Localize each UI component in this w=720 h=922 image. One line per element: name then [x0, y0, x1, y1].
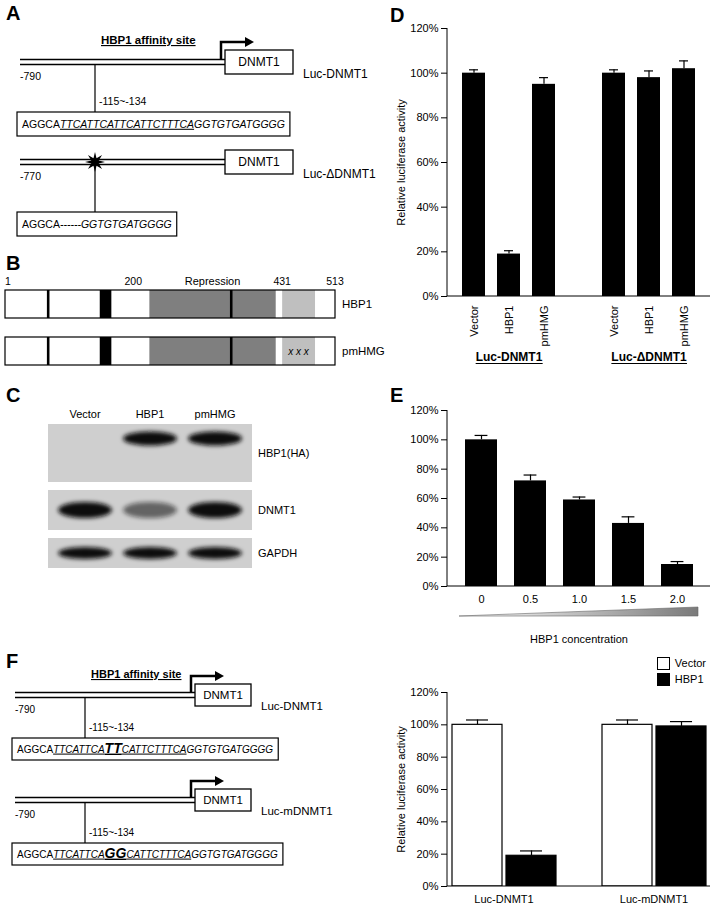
svg-text:Luc-DNMT1: Luc-DNMT1	[474, 893, 533, 905]
svg-text:0.5: 0.5	[523, 593, 538, 605]
svg-text:AGGCA------GGTGTGATGGGG: AGGCA------GGTGTGATGGGG	[22, 218, 172, 230]
svg-text:Relative luciferase activity: Relative luciferase activity	[395, 726, 407, 853]
svg-text:431: 431	[273, 275, 291, 287]
svg-text:120%: 120%	[410, 686, 438, 698]
html-text:Vector: Vector	[674, 657, 706, 669]
svg-text:20%: 20%	[416, 848, 438, 860]
svg-text:Vector: Vector	[69, 408, 101, 420]
svg-text:pmHMG: pmHMG	[195, 408, 236, 420]
svg-text:Relative luciferase activity: Relative luciferase activity	[395, 99, 407, 226]
svg-text:Vector: Vector	[608, 305, 620, 337]
svg-text:Luc-DNMT1: Luc-DNMT1	[261, 700, 323, 712]
svg-text:20%: 20%	[416, 245, 438, 257]
svg-text:80%: 80%	[416, 463, 438, 475]
svg-text:100%: 100%	[410, 718, 438, 730]
svg-text:x x x: x x x	[287, 346, 310, 357]
svg-text:DNMT1: DNMT1	[203, 689, 243, 701]
svg-text:DNMT1: DNMT1	[238, 55, 280, 69]
svg-text:120%: 120%	[410, 404, 438, 416]
svg-text:80%: 80%	[416, 751, 438, 763]
svg-text:100%: 100%	[410, 433, 438, 445]
svg-text:DNMT1: DNMT1	[238, 155, 280, 169]
svg-text:1.5: 1.5	[621, 593, 636, 605]
svg-text:pmHMG: pmHMG	[538, 306, 550, 347]
svg-text:F: F	[6, 650, 18, 672]
svg-text:A: A	[6, 2, 20, 24]
svg-text:Vector: Vector	[468, 305, 480, 337]
svg-text:2.0: 2.0	[670, 593, 685, 605]
svg-text:Luc-mDNMT1: Luc-mDNMT1	[261, 805, 333, 817]
svg-text:0%: 0%	[423, 580, 439, 592]
svg-text:Luc-ΔDNMT1: Luc-ΔDNMT1	[611, 350, 687, 364]
svg-text:HBP1 concentration: HBP1 concentration	[530, 633, 628, 645]
svg-text:-115~-134: -115~-134	[89, 722, 135, 733]
svg-text:60%: 60%	[416, 492, 438, 504]
svg-text:HBP1: HBP1	[342, 298, 372, 310]
svg-text:B: B	[6, 252, 20, 274]
svg-text:40%: 40%	[416, 815, 438, 827]
svg-text:HBP1(HA): HBP1(HA)	[258, 447, 309, 459]
svg-text:Luc-ΔDNMT1: Luc-ΔDNMT1	[303, 167, 376, 181]
svg-text:pmHMG: pmHMG	[342, 345, 385, 357]
svg-text:60%: 60%	[416, 783, 438, 795]
svg-text:Luc-DNMT1: Luc-DNMT1	[476, 350, 543, 364]
svg-text:-770: -770	[20, 170, 41, 182]
svg-text:1: 1	[5, 275, 11, 287]
svg-text:HBP1: HBP1	[503, 306, 515, 335]
svg-text:-115~-134: -115~-134	[99, 95, 147, 107]
svg-text:40%: 40%	[416, 201, 438, 213]
svg-text:1.0: 1.0	[572, 593, 587, 605]
svg-text:100%: 100%	[410, 67, 438, 79]
svg-text:0%: 0%	[423, 880, 439, 892]
svg-text:513: 513	[326, 275, 344, 287]
svg-text:pmHMG: pmHMG	[678, 306, 690, 347]
svg-text:DNMT1: DNMT1	[258, 504, 296, 516]
svg-text:HBP1: HBP1	[136, 408, 165, 420]
svg-text:HBP1 affinity site: HBP1 affinity site	[91, 668, 181, 680]
svg-text:AGGCATTCATTCAGGCATTCTTTCAGGTGT: AGGCATTCATTCAGGCATTCTTTCAGGTGTGATGGGG	[17, 845, 278, 861]
svg-text:C: C	[6, 384, 20, 406]
svg-text:120%: 120%	[410, 22, 438, 34]
svg-text:-790: -790	[15, 704, 35, 715]
svg-text:-790: -790	[15, 809, 35, 820]
svg-text:80%: 80%	[416, 111, 438, 123]
svg-text:Luc-DNMT1: Luc-DNMT1	[303, 67, 368, 81]
svg-text:Repression: Repression	[185, 275, 241, 287]
svg-text:GAPDH: GAPDH	[258, 547, 297, 559]
svg-text:AGGCATTCATTCATTCATTCTTTCAGGTGT: AGGCATTCATTCATTCATTCTTTCAGGTGTGATGGGG	[17, 740, 273, 756]
html-text:HBP1: HBP1	[674, 673, 704, 685]
svg-text:AGGCATTCATTCATTCATTCTTTCAGGTGT: AGGCATTCATTCATTCATTCTTTCAGGTGTGATGGGG	[22, 118, 285, 130]
svg-text:20%: 20%	[416, 551, 438, 563]
svg-text:HBP1 affinity site: HBP1 affinity site	[101, 34, 196, 46]
svg-text:200: 200	[124, 275, 142, 287]
svg-text:-115~-134: -115~-134	[89, 827, 135, 838]
svg-text:DNMT1: DNMT1	[203, 794, 243, 806]
svg-text:0: 0	[478, 593, 484, 605]
svg-text:-790: -790	[20, 70, 41, 82]
svg-text:HBP1: HBP1	[643, 306, 655, 335]
svg-text:40%: 40%	[416, 521, 438, 533]
svg-text:0%: 0%	[423, 290, 439, 302]
svg-text:60%: 60%	[416, 156, 438, 168]
svg-text:Luc-mDNMT1: Luc-mDNMT1	[620, 893, 688, 905]
